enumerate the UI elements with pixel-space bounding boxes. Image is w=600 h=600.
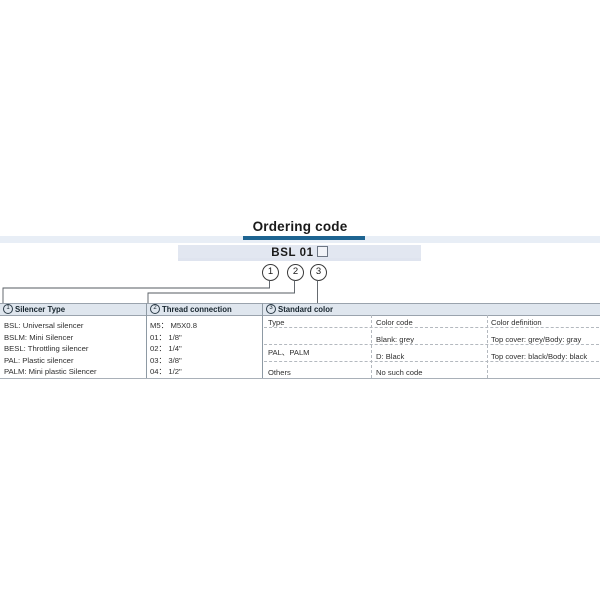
color-grid-divider-2 xyxy=(487,315,488,378)
list-item: PAL: Plastic silencer xyxy=(4,355,74,365)
callout-3: 3 xyxy=(310,264,327,281)
color-row-code-none: No such code xyxy=(376,368,423,377)
list-item: BSL: Universal silencer xyxy=(4,321,84,330)
page-title: Ordering code xyxy=(252,219,348,234)
page-title-wrap: Ordering code xyxy=(0,218,600,238)
header-label-thread-connection: Thread connection xyxy=(162,305,232,314)
callout-2: 2 xyxy=(287,264,304,281)
ordering-code-strip xyxy=(178,245,421,261)
list-item: M5： M5X0.8 xyxy=(150,321,197,330)
list-item: 02： 1/4" xyxy=(150,344,182,354)
list-item: PALM: Mini plastic Silencer xyxy=(4,367,97,377)
callout-leader-lines xyxy=(2,280,318,303)
column-divider-2 xyxy=(262,303,263,379)
header-number-2: 2 xyxy=(150,303,160,314)
header-label-silencer-type: Silencer Type xyxy=(15,305,66,314)
header-number-1: 1 xyxy=(3,303,13,314)
callout-1: 1 xyxy=(262,264,279,281)
color-row-code-black: D: Black xyxy=(376,352,405,361)
title-accent-bar xyxy=(243,236,365,240)
color-grid-row-line-1 xyxy=(264,327,599,328)
color-grid-divider-1 xyxy=(371,315,372,378)
color-grid-row-line-2 xyxy=(264,344,599,345)
color-col-header-type: Type xyxy=(268,318,285,327)
header-label-standard-color: Standard color xyxy=(278,305,334,314)
color-row-definition-blank: Top cover: grey/Body: gray xyxy=(491,335,582,344)
color-row-code-blank: Blank: grey xyxy=(376,335,414,344)
color-grid-row-line-3 xyxy=(264,361,599,362)
header-number-3: 3 xyxy=(266,303,276,314)
silencer-type-list: BSL: Universal silencer BSLM: Mini Silen… xyxy=(4,320,97,378)
header-silencer-type: 1 Silencer Type xyxy=(0,303,146,316)
table-bottom-border xyxy=(0,378,600,379)
list-item: 01： 1/8" xyxy=(150,332,182,342)
column-divider-1 xyxy=(146,303,147,379)
color-row-type-pal: PAL、PALM xyxy=(268,348,310,357)
color-row-type-others: Others xyxy=(268,368,291,377)
thread-connection-list: M5： M5X0.8 01： 1/8" 02： 1/4" 03： 3/8" 04… xyxy=(150,320,197,378)
list-item: 03： 3/8" xyxy=(150,355,182,365)
color-col-header-code: Color code xyxy=(376,318,413,327)
code-empty-box-icon xyxy=(316,246,328,258)
list-item: BESL: Throttling silencer xyxy=(4,344,89,354)
list-item: BSLM: Mini Silencer xyxy=(4,332,74,342)
list-item: 04： 1/2" xyxy=(150,367,182,377)
code-text: BSL 01 xyxy=(271,247,314,259)
ordering-code-strip-inner xyxy=(178,245,421,258)
ordering-code-value: BSL 01 xyxy=(178,246,421,261)
color-row-definition-black: Top cover: black/Body: black xyxy=(491,352,588,361)
header-standard-color: 3 Standard color xyxy=(263,303,600,316)
header-thread-connection: 2 Thread connection xyxy=(147,303,262,316)
color-col-header-definition: Color definition xyxy=(491,318,542,327)
